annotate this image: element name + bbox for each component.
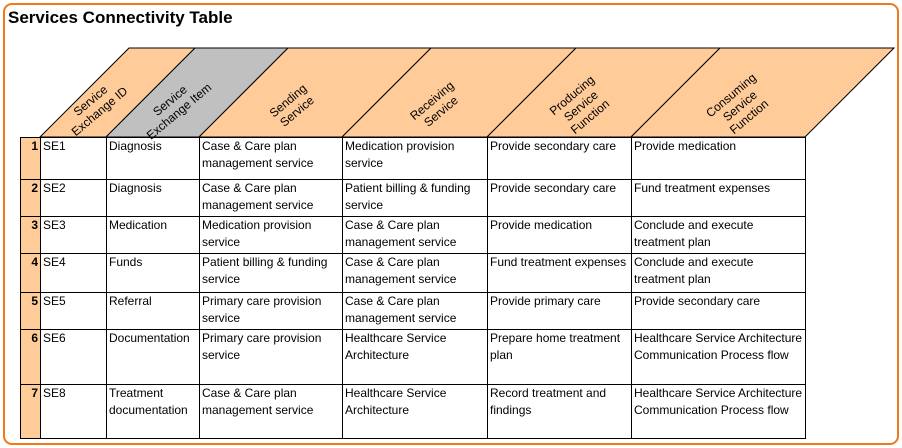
table-cell[interactable]: Healthcare Service Architecture Communic… bbox=[631, 384, 806, 439]
table-cell[interactable]: Conclude and execute treatment plan bbox=[631, 216, 806, 254]
table-cell[interactable]: Treatment documentation bbox=[106, 384, 200, 439]
table-row: 5 SE5 Referral Primary care provision servi… bbox=[20, 292, 806, 330]
row-number: 4 bbox=[20, 253, 41, 293]
row-number: 2 bbox=[20, 179, 41, 217]
table-cell[interactable]: Provide primary care bbox=[487, 292, 632, 330]
table-cell[interactable]: SE6 bbox=[40, 329, 107, 385]
table-row: 4 SE4 Funds Patient billing & funding servi… bbox=[20, 253, 806, 293]
table-cell[interactable]: Funds bbox=[106, 253, 200, 293]
table-cell[interactable]: Patient billing & funding service bbox=[342, 179, 488, 217]
table-cell[interactable]: Medication provision service bbox=[342, 137, 488, 180]
table-cell[interactable]: Case & Care plan management service bbox=[342, 253, 488, 293]
table-cell[interactable]: Medication bbox=[106, 216, 200, 254]
table-cell[interactable]: SE4 bbox=[40, 253, 107, 293]
table-cell[interactable]: Case & Care plan management service bbox=[199, 179, 343, 217]
table-cell[interactable]: Provide secondary care bbox=[631, 292, 806, 330]
table-row: 3 SE3 Medication Medication provision servi… bbox=[20, 216, 806, 254]
table-cell[interactable]: Prepare home treatment plan bbox=[487, 329, 632, 385]
table-row: 2 SE2 Diagnosis Case & Care plan management… bbox=[20, 179, 806, 217]
table-cell[interactable]: Medication provision service bbox=[199, 216, 343, 254]
table-cell[interactable]: Healthcare Service Architecture Communic… bbox=[631, 329, 806, 385]
table-cell[interactable]: Referral bbox=[106, 292, 200, 330]
table-cell[interactable]: Primary care provision service bbox=[199, 329, 343, 385]
table-cell[interactable]: SE2 bbox=[40, 179, 107, 217]
table-row: 7 SE8 Treatment documentation Case & Care p… bbox=[20, 384, 806, 439]
table-row: 6 SE6 Documentation Primary care provision … bbox=[20, 329, 806, 385]
row-number: 7 bbox=[20, 384, 41, 439]
table-cell[interactable]: Case & Care plan management service bbox=[199, 137, 343, 180]
table-cell[interactable]: Record treatment and findings bbox=[487, 384, 632, 439]
table-cell[interactable]: Diagnosis bbox=[106, 179, 200, 217]
table-cell[interactable]: Case & Care plan management service bbox=[342, 216, 488, 254]
page-title: Services Connectivity Table bbox=[8, 8, 233, 27]
table-cell[interactable]: Case & Care plan management service bbox=[199, 384, 343, 439]
panel-frame bbox=[3, 3, 899, 445]
table-cell[interactable]: Fund treatment expenses bbox=[631, 179, 806, 217]
table-cell[interactable]: SE1 bbox=[40, 137, 107, 180]
table-cell[interactable]: Primary care provision service bbox=[199, 292, 343, 330]
table-cell[interactable]: Fund treatment expenses bbox=[487, 253, 632, 293]
table-cell[interactable]: Diagnosis bbox=[106, 137, 200, 180]
table-cell[interactable]: Patient billing & funding service bbox=[199, 253, 343, 293]
row-number: 5 bbox=[20, 292, 41, 330]
table-cell[interactable]: Provide medication bbox=[631, 137, 806, 180]
table-cell[interactable]: Documentation bbox=[106, 329, 200, 385]
table-cell[interactable]: Conclude and execute treatment plan bbox=[631, 253, 806, 293]
table-cell[interactable]: Provide secondary care bbox=[487, 137, 632, 180]
table-cell[interactable]: SE3 bbox=[40, 216, 107, 254]
row-number: 1 bbox=[20, 137, 41, 180]
table-cell[interactable]: Healthcare Service Architecture bbox=[342, 384, 488, 439]
table-row: 1 SE1 Diagnosis Case & Care plan management… bbox=[20, 137, 806, 180]
services-connectivity-table: 1 SE1 Diagnosis Case & Care plan management… bbox=[20, 137, 806, 439]
row-number: 3 bbox=[20, 216, 41, 254]
table-cell[interactable]: Provide medication bbox=[487, 216, 632, 254]
table-cell[interactable]: Provide secondary care bbox=[487, 179, 632, 217]
table-cell[interactable]: SE8 bbox=[40, 384, 107, 439]
table-cell[interactable]: Healthcare Service Architecture bbox=[342, 329, 488, 385]
table-cell[interactable]: Case & Care plan management service bbox=[342, 292, 488, 330]
table-cell[interactable]: SE5 bbox=[40, 292, 107, 330]
row-number: 6 bbox=[20, 329, 41, 385]
